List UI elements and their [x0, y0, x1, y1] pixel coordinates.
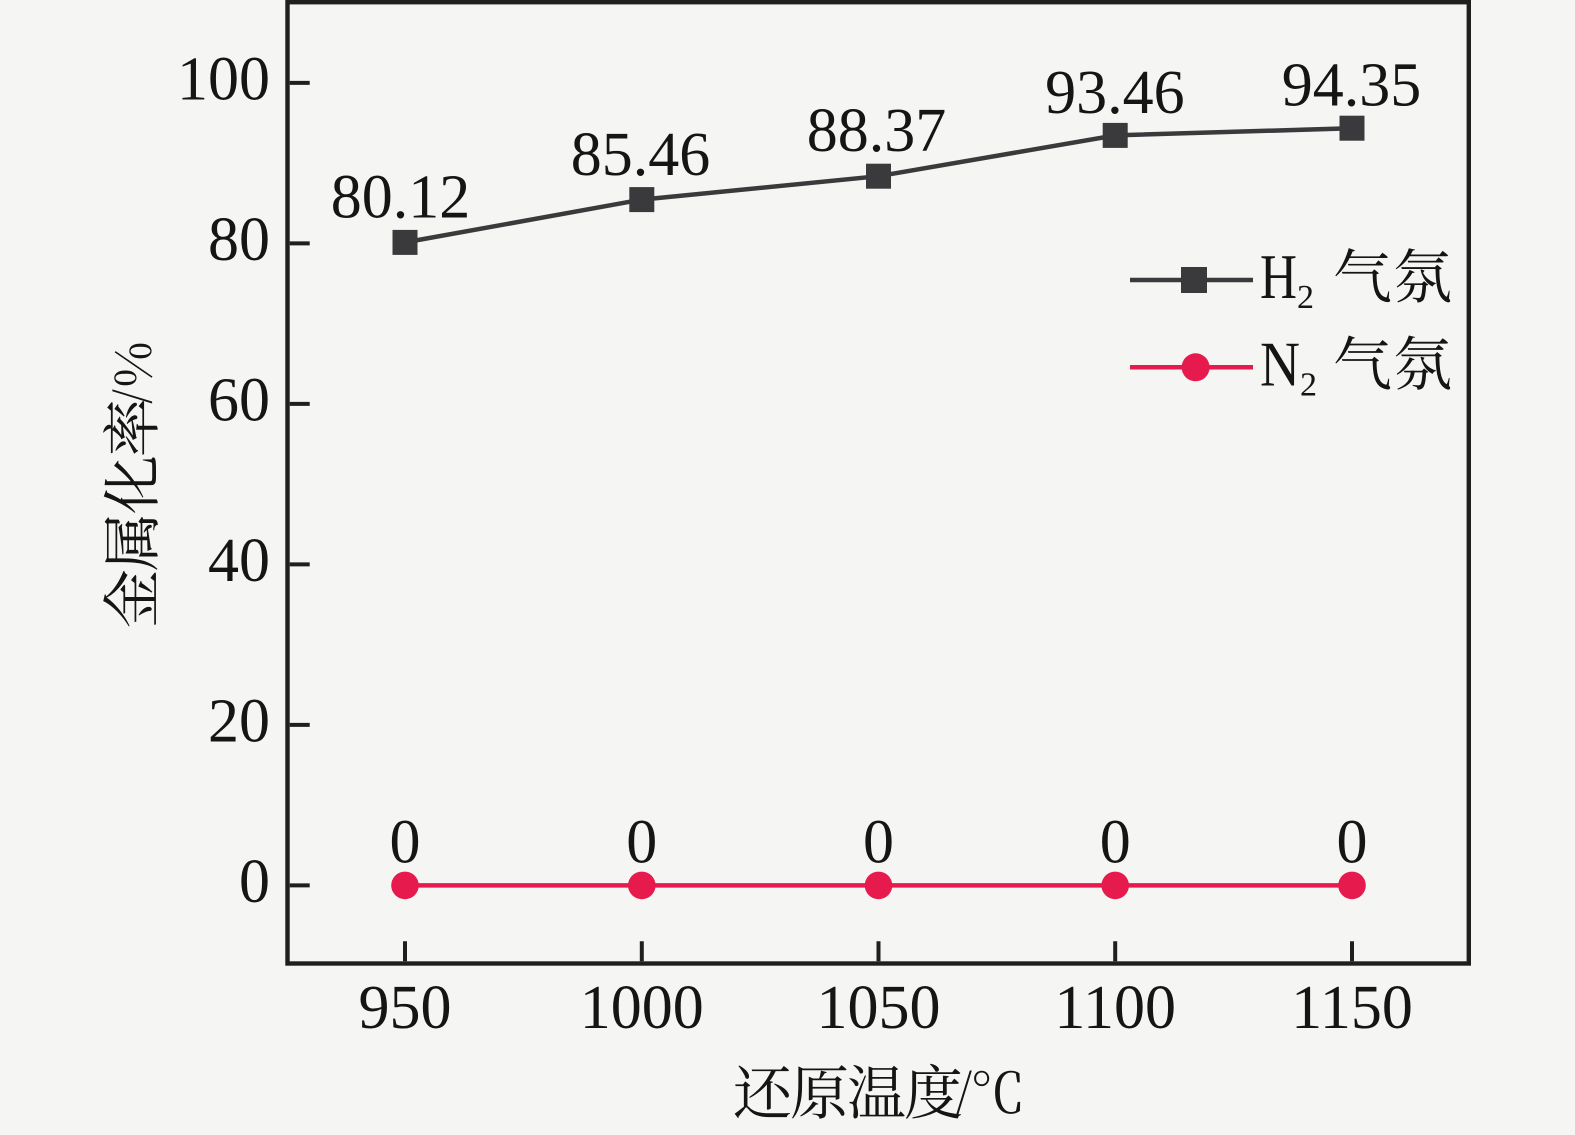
svg-text:1150: 1150 — [1291, 974, 1413, 1042]
svg-text:1000: 1000 — [580, 974, 704, 1042]
svg-text:94.35: 94.35 — [1282, 52, 1422, 120]
svg-text:N2: N2 — [1260, 329, 1317, 403]
svg-text:0: 0 — [1337, 808, 1368, 876]
svg-text:1050: 1050 — [817, 974, 941, 1042]
svg-text:0: 0 — [390, 808, 421, 876]
svg-text:100: 100 — [177, 45, 270, 113]
svg-text:0: 0 — [626, 808, 657, 876]
svg-text:93.46: 93.46 — [1045, 59, 1185, 127]
svg-text:20: 20 — [208, 687, 270, 755]
svg-text:0: 0 — [863, 808, 894, 876]
svg-text:80: 80 — [208, 206, 270, 274]
svg-text:950: 950 — [359, 974, 452, 1042]
svg-text:0: 0 — [239, 848, 270, 916]
svg-text:85.46: 85.46 — [571, 121, 711, 189]
svg-text:40: 40 — [208, 527, 270, 595]
svg-text:H2: H2 — [1260, 242, 1314, 316]
svg-text:88.37: 88.37 — [807, 97, 947, 165]
svg-text:0: 0 — [1100, 808, 1131, 876]
svg-text:80.12: 80.12 — [331, 163, 471, 231]
svg-text:1100: 1100 — [1054, 974, 1176, 1042]
svg-text:60: 60 — [208, 366, 270, 434]
